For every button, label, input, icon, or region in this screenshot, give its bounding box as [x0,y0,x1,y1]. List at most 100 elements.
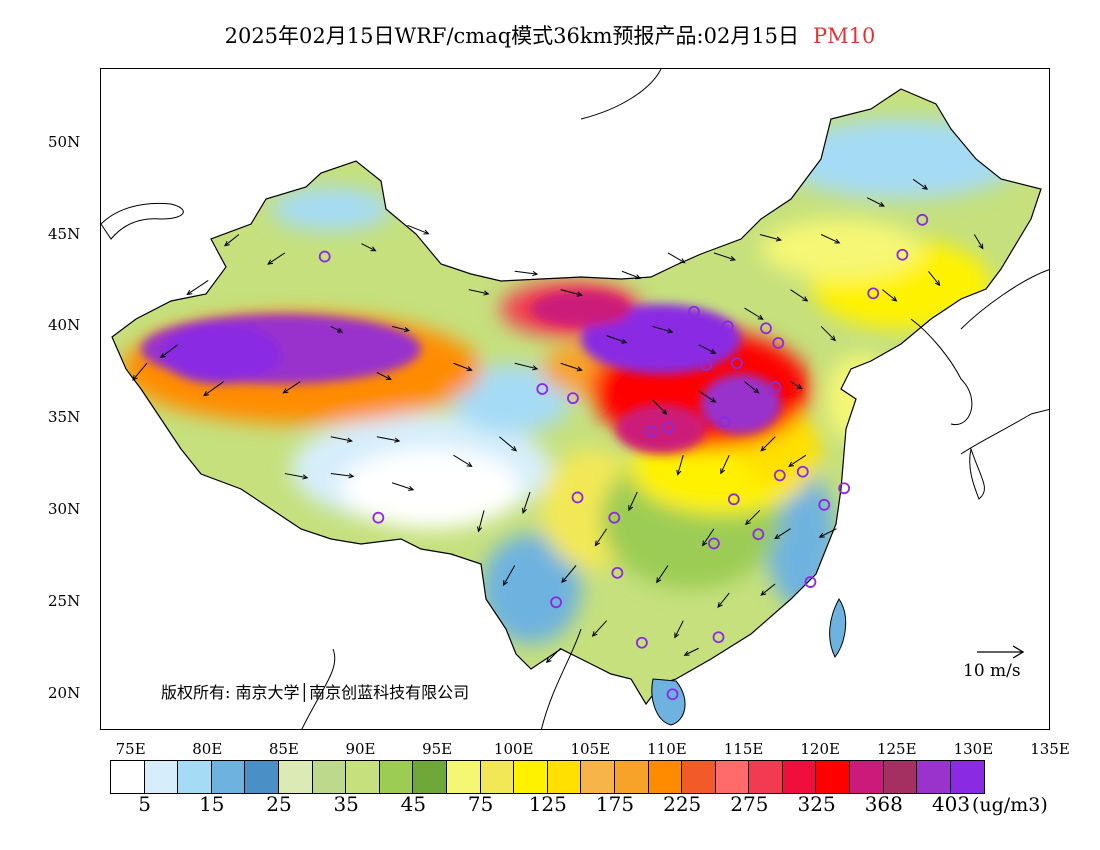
colorbar-swatch [749,761,783,793]
colorbar-swatch [245,761,279,793]
x-tick-label: 85E [268,740,299,758]
colorbar-swatch [614,761,649,793]
city-station-marker [608,511,621,524]
wind-vector [702,528,715,547]
wind-vector [594,528,608,547]
city-station-marker [605,348,618,360]
city-station-marker [688,305,700,318]
colorbar-swatch [547,761,582,793]
colorbar-swatch [950,761,985,793]
wind-vector [560,362,583,372]
wind-vector [866,197,885,207]
wind-vector [132,362,148,381]
wind-vector [282,381,301,394]
colorbar-swatch [715,761,750,793]
colorbar-label: 25 [266,792,292,816]
city-station-marker [571,491,584,504]
wind-vector [502,565,516,587]
city-station-marker [769,381,782,394]
city-station-marker [804,576,817,588]
chart-title: 2025年02月15日WRF/cmaq模式36km预报产品:02月15日 PM10 [0,20,1100,50]
colorbar-label: 225 [663,792,702,816]
wind-vector [820,234,841,244]
wind-vector [284,473,309,480]
wind-vector [159,344,178,359]
colorbar-swatch [278,761,313,793]
terrain-overlay [101,69,1049,729]
colorbar-units: (ug/m3) [972,794,1048,816]
colorbar-swatch [480,761,515,793]
colorbar-swatch [312,761,347,793]
y-tick-label: 45N [48,224,81,243]
wind-vector [224,234,240,247]
wind-vector [744,381,760,394]
wind-vector [882,289,898,302]
wind-vector [391,482,415,491]
wind-vector [453,454,473,467]
wind-vector-layer [132,178,984,664]
city-station-marker [708,537,720,550]
x-tick-label: 110E [647,740,687,758]
wind-vector [392,325,411,333]
colorbar [110,760,986,794]
colorbar-label: 45 [400,792,427,816]
wind-vector [674,620,684,639]
colorbar-swatch [446,761,481,793]
wind-vector [521,491,531,515]
city-station-marker [818,498,831,511]
colorbar-swatch [816,761,851,793]
wind-vector [499,436,518,452]
colorbar-swatch [782,761,817,793]
colorbar-swatch [413,761,447,793]
city-station-layer [318,213,929,701]
wind-vector [818,528,837,538]
wind-vector [928,270,941,287]
wind-vector [330,325,344,333]
city-station-marker [666,688,679,701]
city-station-marker [867,287,880,300]
wind-vector [788,454,807,468]
city-station-marker [712,631,725,644]
wind-vector [720,454,730,475]
wind-vector [591,620,608,637]
x-tick-label: 100E [493,740,534,758]
title-main: 2025年02月15日WRF/cmaq模式36km预报产品:02月15日 [224,24,800,48]
wind-vector [477,510,485,533]
city-station-marker [718,416,731,428]
y-tick-label: 35N [48,408,81,427]
colorbar-label: 403 [931,792,971,816]
city-station-marker [772,337,785,349]
wind-vector [717,592,730,608]
colorbar-label: 125 [528,792,567,816]
city-station-marker [536,383,549,395]
city-station-marker [635,636,648,649]
city-station-marker [752,528,765,541]
city-station-marker [727,493,740,506]
wind-vector [186,280,209,296]
wind-vector [468,289,490,296]
map-panel: 版权所有: 南京大学│南京创蓝科技有限公司 10 m/s [100,68,1050,730]
wind-vector [407,224,430,235]
city-station-marker [611,566,624,579]
colorbar-label: 275 [730,792,769,816]
city-station-marker [318,250,331,263]
wind-vector [676,455,684,476]
city-station-marker [760,322,772,335]
wind-vector [628,491,638,512]
wind-vector [376,436,401,443]
x-tick-label: 90E [345,740,376,758]
x-tick-label: 115E [723,740,764,758]
colorbar-swatch [111,761,145,793]
colorbar-swatch [648,761,683,793]
x-tick-label: 130E [953,740,994,758]
wind-vector [667,252,686,264]
title-species: PM10 [813,24,876,48]
colorbar-swatch [178,761,212,793]
copyright-notice: 版权所有: 南京大学│南京创蓝科技有限公司 [161,683,470,702]
colorbar-label: 75 [467,792,494,816]
wind-vector [760,436,776,452]
x-tick-label: 120E [800,740,840,758]
wind-vector [652,325,674,334]
pm10-map [101,69,1049,729]
wind-vector [361,243,377,252]
